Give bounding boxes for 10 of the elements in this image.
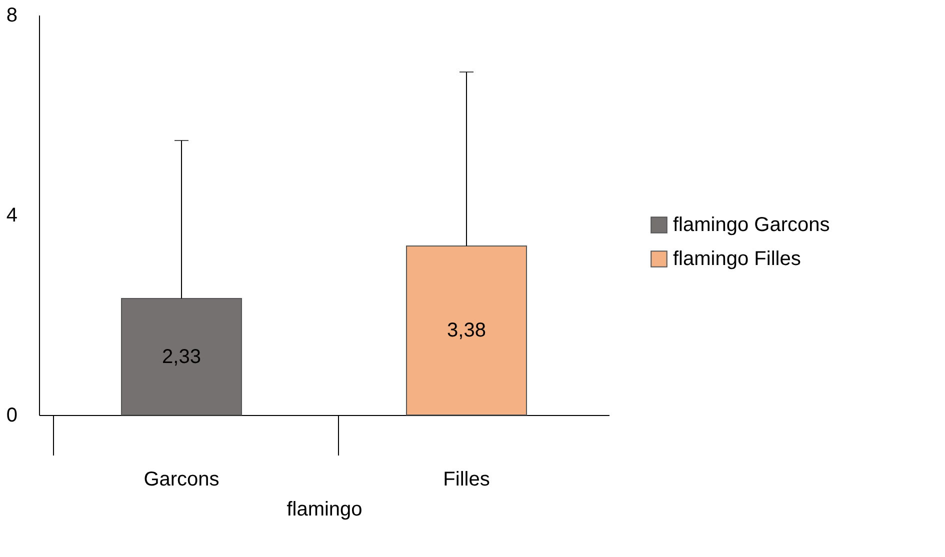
y-tick-label: 4 <box>6 204 18 226</box>
x-tick-label: Filles <box>443 468 490 490</box>
x-axis-title: flamingo <box>286 498 362 520</box>
y-tick-label: 8 <box>6 4 18 26</box>
data-label: 3,38 <box>447 320 486 342</box>
legend-label: flamingo Filles <box>673 248 801 270</box>
x-tick-label: Garcons <box>144 468 220 490</box>
legend-label: flamingo Garcons <box>673 214 830 236</box>
y-tick-label: 0 <box>6 404 18 426</box>
data-label: 2,33 <box>162 346 201 368</box>
